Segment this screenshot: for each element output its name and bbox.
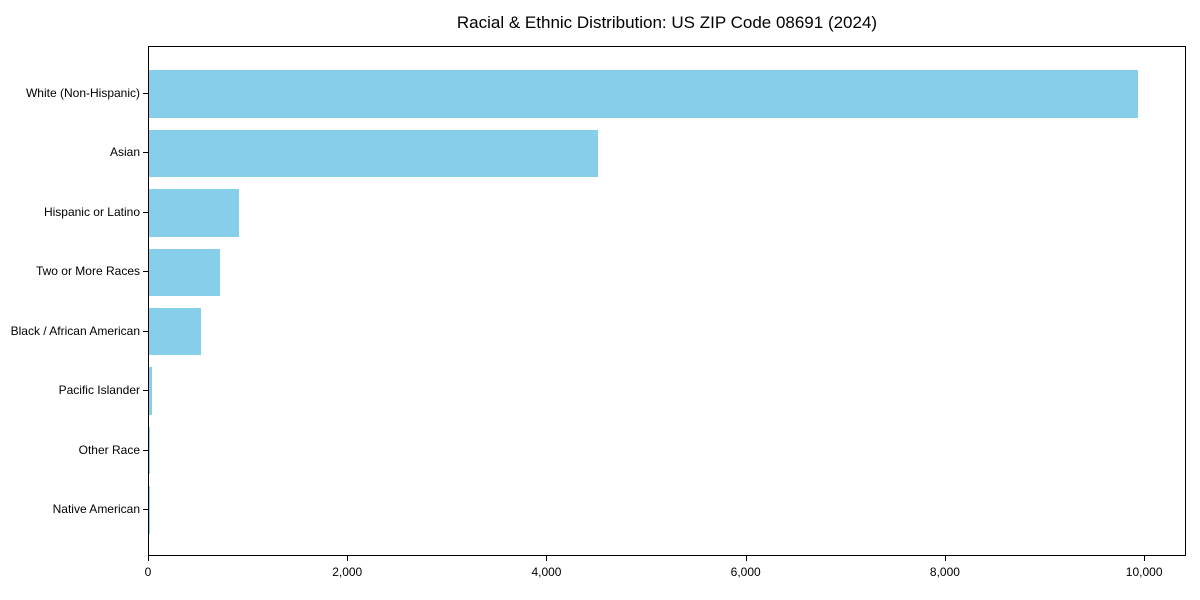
bar xyxy=(149,426,150,475)
y-tick xyxy=(143,509,148,511)
bar xyxy=(149,129,598,178)
y-tick-label: Two or More Races xyxy=(35,264,140,279)
x-tick-label: 10,000 xyxy=(1125,565,1163,579)
y-tick-label: Asian xyxy=(109,145,140,160)
x-tick xyxy=(546,556,548,561)
y-tick-label: Native American xyxy=(52,502,140,517)
bar xyxy=(149,307,201,356)
x-tick xyxy=(347,556,349,561)
y-tick xyxy=(143,152,148,154)
y-tick-label: Pacific Islander xyxy=(58,383,140,398)
bar xyxy=(149,248,220,297)
y-tick xyxy=(143,449,148,451)
y-tick-label: White (Non-Hispanic) xyxy=(25,85,140,100)
y-tick xyxy=(143,92,148,94)
x-tick-label: 4,000 xyxy=(531,565,562,579)
y-tick-label: Black / African American xyxy=(10,323,140,338)
plot-area xyxy=(148,46,1186,556)
x-tick xyxy=(745,556,747,561)
bar xyxy=(149,70,1138,118)
x-tick-label: 6,000 xyxy=(730,565,761,579)
x-tick xyxy=(944,556,946,561)
y-tick xyxy=(143,271,148,273)
bar xyxy=(149,367,153,415)
x-tick-label: 0 xyxy=(144,565,152,579)
x-tick xyxy=(1144,556,1146,561)
y-tick xyxy=(143,211,148,213)
y-tick-label: Other Race xyxy=(78,442,140,457)
bar xyxy=(149,189,239,237)
y-tick-label: Hispanic or Latino xyxy=(43,204,140,219)
chart-title: Racial & Ethnic Distribution: US ZIP Cod… xyxy=(456,13,878,32)
x-tick-label: 8,000 xyxy=(929,565,960,579)
y-tick xyxy=(143,390,148,392)
x-tick-label: 2,000 xyxy=(332,565,363,579)
x-tick xyxy=(148,556,149,561)
y-tick xyxy=(143,330,148,332)
